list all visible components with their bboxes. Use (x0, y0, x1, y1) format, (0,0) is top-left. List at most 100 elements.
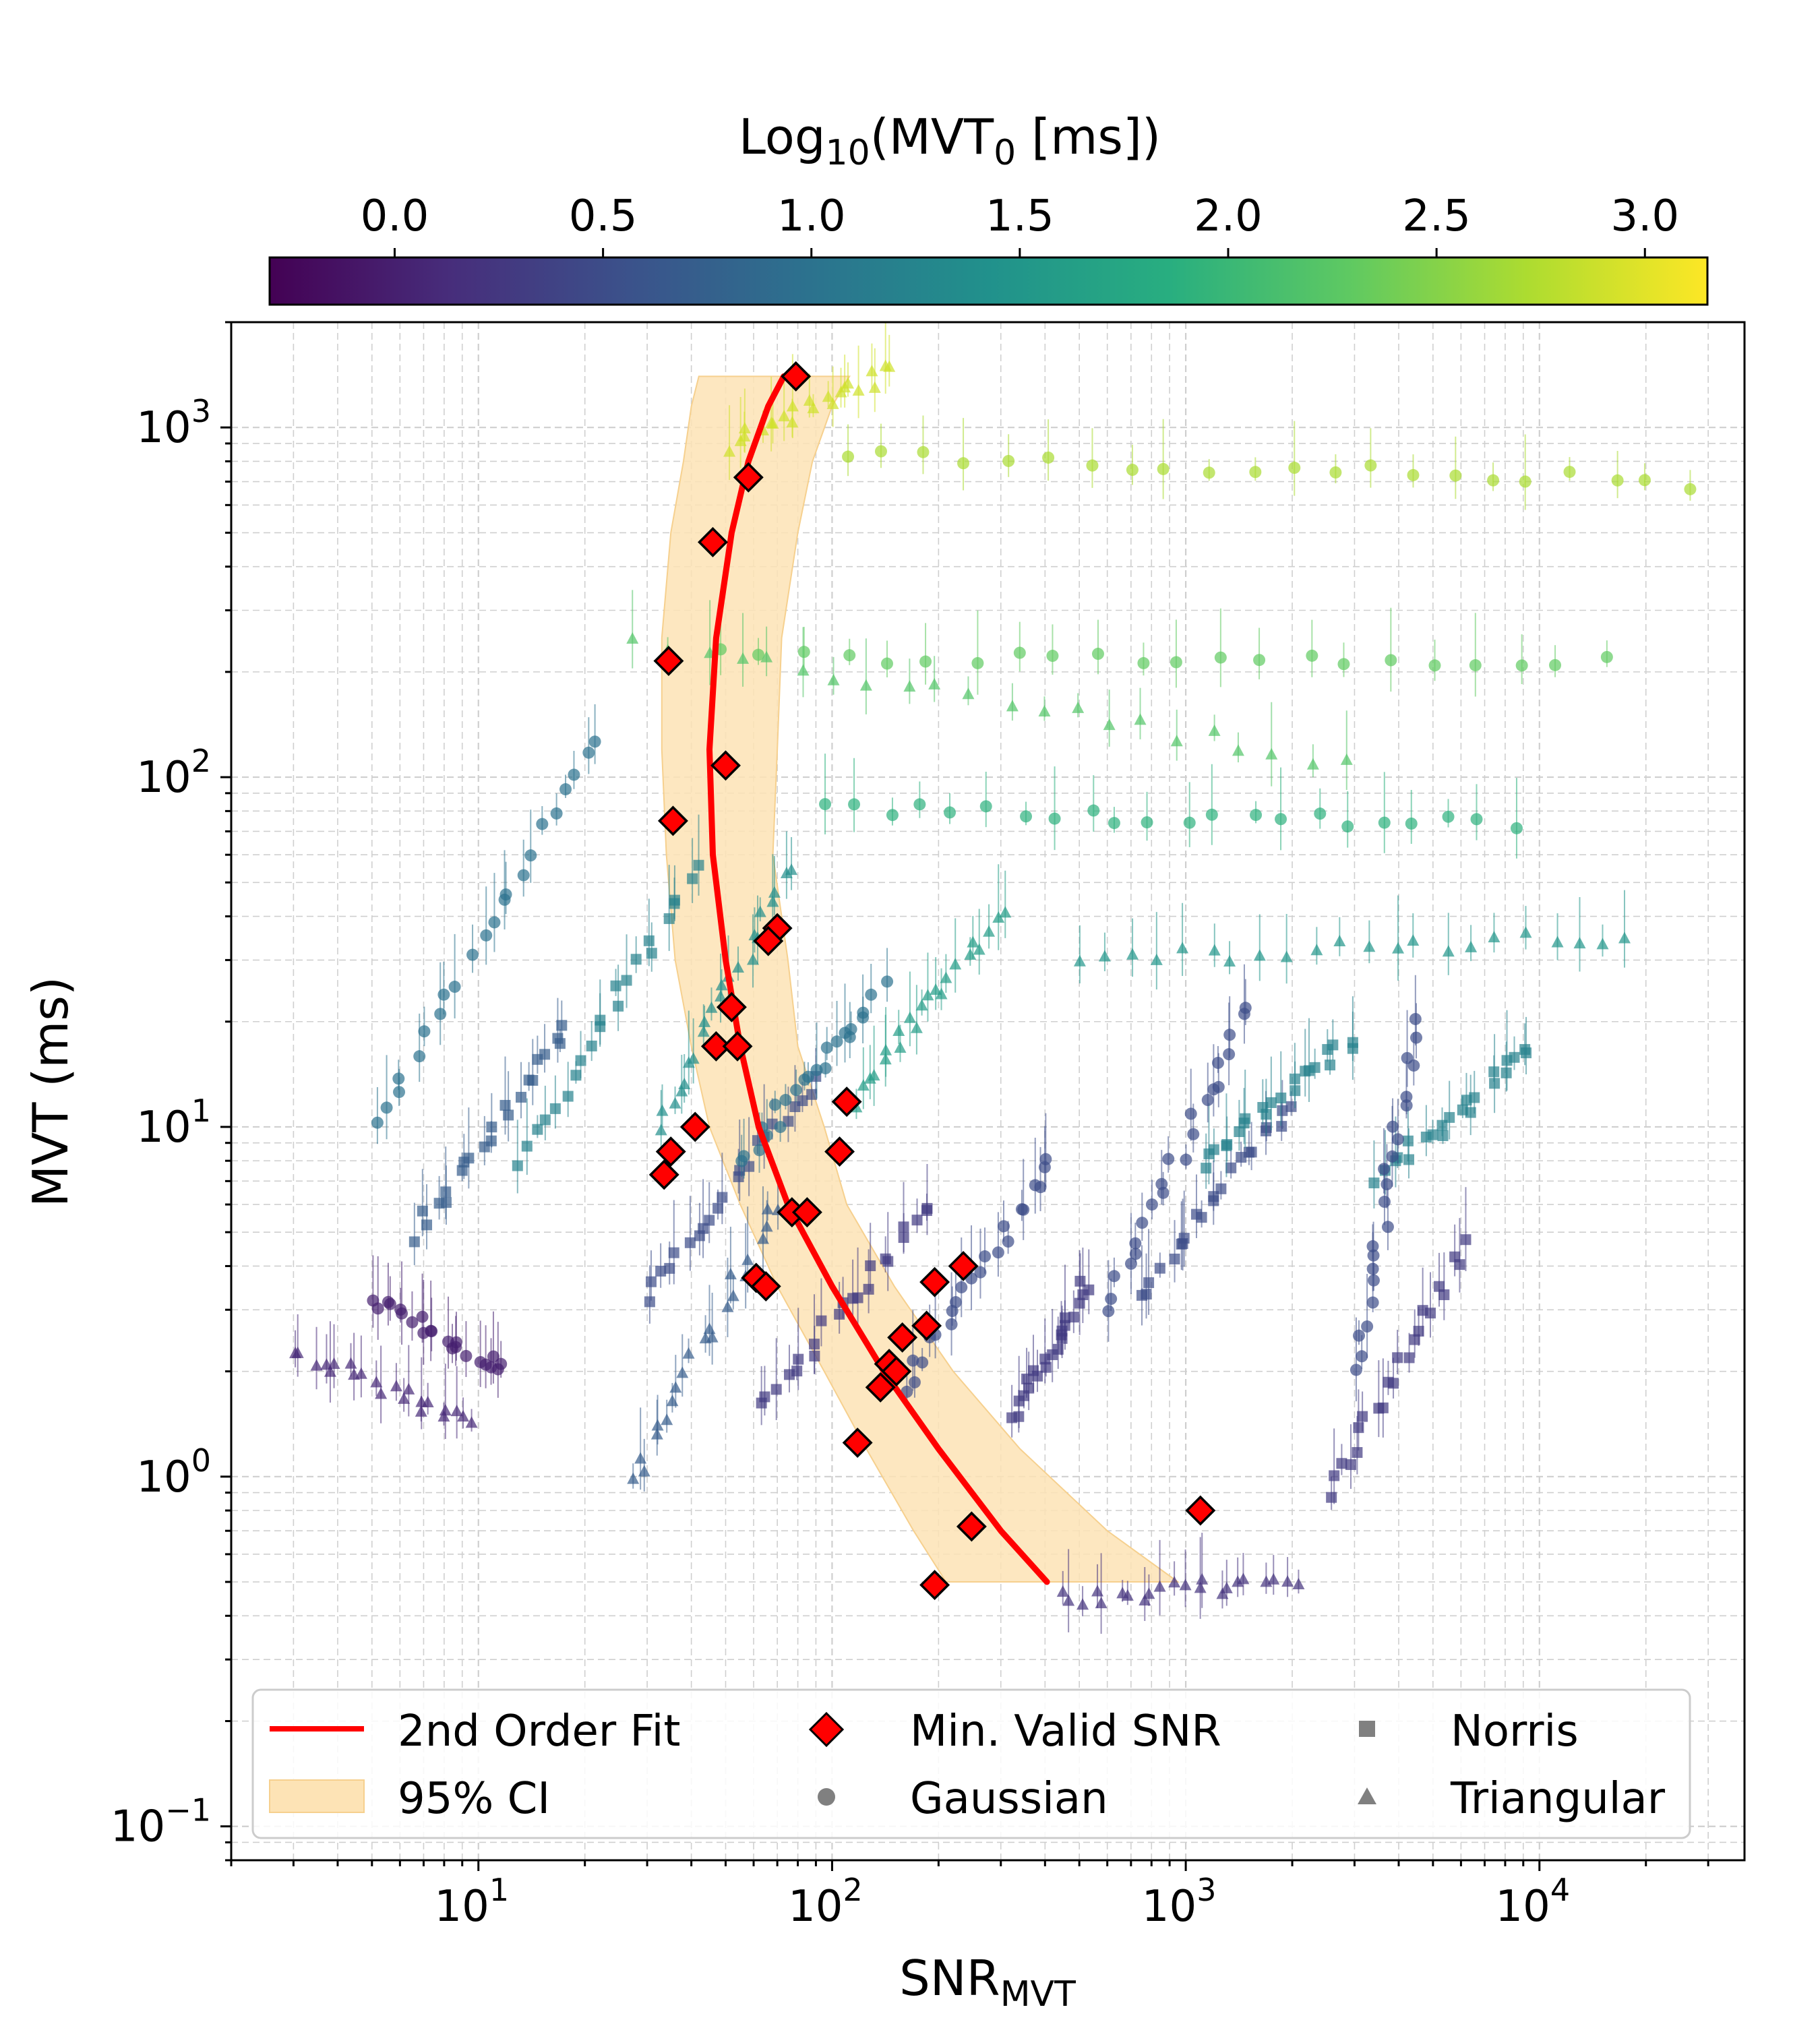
gaussian-point (1364, 459, 1377, 472)
gaussian-point (820, 1041, 833, 1054)
gaussian-point (779, 1094, 792, 1107)
gaussian-point (1353, 1329, 1366, 1342)
gaussian-point (1510, 822, 1523, 834)
triangular-point (1095, 1597, 1108, 1609)
gaussian-point (1211, 1056, 1224, 1069)
norris-point (1275, 1093, 1287, 1104)
gaussian-point (371, 1116, 384, 1129)
norris-point (1265, 1097, 1277, 1108)
norris-point (643, 935, 655, 946)
triangular-point (765, 417, 778, 429)
norris-point (1021, 1373, 1033, 1384)
legend: 2nd Order Fit Min. Valid SNR Norris 95% … (251, 1688, 1691, 1839)
norris-point (1074, 1275, 1086, 1287)
gaussian-point (1378, 1196, 1391, 1208)
norris-point (1353, 1422, 1364, 1434)
norris-point (1368, 1177, 1380, 1189)
norris-point (1449, 1251, 1461, 1262)
triangular-point (1176, 942, 1189, 954)
norris-point (532, 1124, 543, 1135)
gaussian-point (1611, 474, 1624, 487)
triangular-point (1103, 718, 1116, 731)
norris-point (1289, 1073, 1300, 1084)
gaussian-point (1356, 1350, 1368, 1363)
y-tick-label-base: 10 (136, 753, 191, 803)
norris-point (621, 975, 632, 986)
plot-area (231, 322, 1745, 1860)
norris-point (1509, 1051, 1520, 1063)
triangular-point (949, 958, 962, 970)
norris-point (1392, 1352, 1403, 1364)
x-tick-label: 102 (788, 1872, 863, 1932)
gaussian-point (396, 1307, 408, 1320)
gaussian-point (536, 818, 549, 830)
gaussian-point (380, 1101, 393, 1114)
norris-point (1040, 1361, 1052, 1373)
y-tick-label: 102 (136, 743, 211, 803)
gaussian-point (917, 446, 930, 458)
triangular-point (421, 1396, 434, 1408)
colorbar-tick-label: 1.0 (777, 191, 846, 241)
triangular-point (778, 410, 791, 422)
gaussian-point (382, 1295, 394, 1308)
legend-ci-label: 95% CI (398, 1774, 550, 1824)
triangular-point (880, 1043, 892, 1055)
ci-band (661, 375, 1180, 1583)
norris-point (806, 1089, 818, 1100)
triangular-point (760, 650, 773, 663)
norris-point (595, 1014, 606, 1026)
triangular-point (868, 1069, 880, 1081)
norris-point (630, 954, 642, 965)
x-tick-label-exp: 2 (843, 1872, 863, 1908)
triangular-point (786, 400, 799, 412)
gaussian-point (790, 1084, 803, 1097)
gaussian-point (886, 809, 899, 822)
gaussian-point (1367, 1274, 1380, 1287)
min-valid-snr-diamond (791, 1197, 822, 1228)
gaussian-point (945, 1318, 958, 1330)
triangular-point (892, 1024, 905, 1037)
triangular-point (1310, 944, 1323, 956)
gaussian-point (582, 746, 595, 759)
min-valid-snr-diamond (710, 750, 741, 781)
triangular-point (999, 906, 1012, 918)
gaussian-point (737, 1150, 750, 1163)
x-tick-label-base: 10 (788, 1882, 843, 1932)
gaussian-point (568, 768, 580, 781)
gaussian-point (1170, 656, 1182, 669)
norris-point (1141, 1289, 1152, 1300)
triangular-point (1139, 1594, 1151, 1606)
norris-point (1409, 1334, 1420, 1345)
norris-point (1352, 1447, 1363, 1459)
triangular-point (682, 1347, 695, 1359)
gaussian-point (979, 1250, 992, 1263)
triangular-point (457, 1410, 470, 1422)
norris-point (684, 1237, 696, 1248)
legend-min-valid-snr-label: Min. Valid SNR (910, 1707, 1221, 1756)
gaussian-point (524, 849, 537, 862)
y-tick-label-exp: 2 (191, 743, 211, 779)
triangular-point (741, 1253, 754, 1265)
norris-point (539, 1114, 551, 1126)
triangular-point (935, 987, 948, 1000)
gaussian-point (1136, 1217, 1149, 1229)
triangular-point (1168, 1576, 1181, 1588)
norris-point (1465, 1107, 1476, 1118)
y-tick-label-exp: −1 (165, 1792, 211, 1829)
triangular-point (450, 1405, 463, 1417)
gaussian-point (919, 655, 932, 668)
gaussian-point (1401, 1051, 1414, 1064)
norris-point (663, 913, 675, 924)
norris-point (797, 1095, 808, 1107)
gaussian-point (848, 798, 861, 811)
norris-point (921, 1205, 932, 1217)
norris-point (1325, 1060, 1336, 1071)
colorbar-tick-label: 3.0 (1610, 191, 1679, 241)
min-valid-snr-diamond (831, 1086, 862, 1117)
triangular-point (328, 1357, 340, 1370)
triangular-point (1134, 713, 1147, 725)
gaussian-point (466, 948, 479, 961)
triangular-point (1232, 744, 1244, 756)
gaussian-point (913, 798, 926, 811)
triangular-point (375, 1387, 388, 1399)
